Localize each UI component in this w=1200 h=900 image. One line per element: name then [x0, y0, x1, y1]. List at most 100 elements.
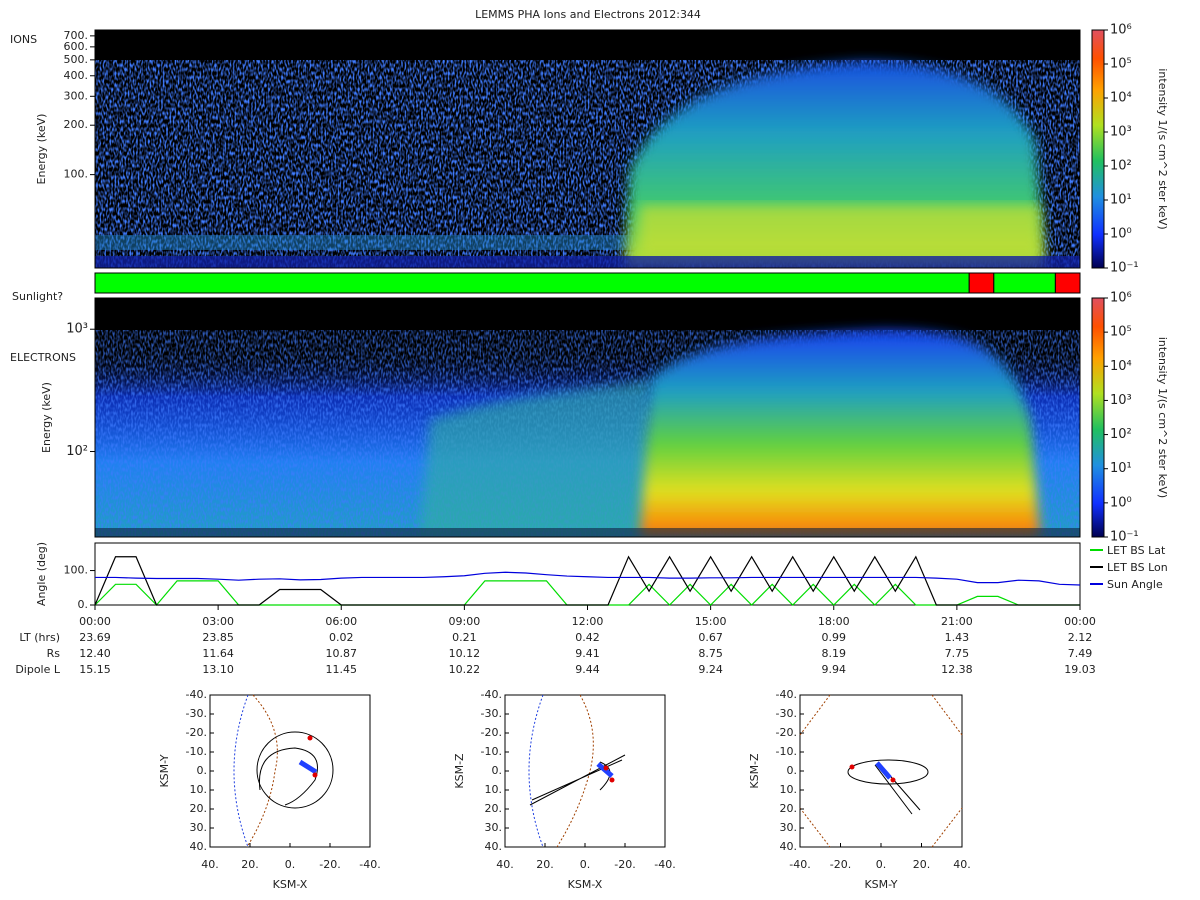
ephemeris-value: 12.38 [941, 663, 973, 676]
colorbar-tick-label: 10⁰ [1110, 227, 1132, 242]
ephemeris-value: 23.85 [202, 631, 234, 644]
y-axis-label: Energy (keV) [40, 382, 53, 453]
ephemeris-value: 11.45 [326, 663, 358, 676]
colorbar-tick-label: 10⁶ [1110, 23, 1132, 38]
ephemeris-value: 10.12 [449, 647, 481, 660]
y-tick-label: 200. [64, 118, 89, 131]
ephemeris-value: 23.69 [79, 631, 111, 644]
ephemeris-value: 0.21 [452, 631, 477, 644]
electron-spectrogram [95, 298, 1080, 537]
page-title: LEMMS PHA Ions and Electrons 2012:344 [475, 8, 701, 21]
ephemeris-value: 13.10 [202, 663, 234, 676]
ephemeris-value: 2.12 [1068, 631, 1093, 644]
y-axis-label: Angle (deg) [35, 542, 48, 606]
ion-frame [94, 29, 1081, 269]
x-tick-label: 18:00 [818, 615, 850, 628]
x-tick-label: 40. [953, 858, 971, 871]
x-axis-label: KSM-Y [864, 878, 897, 891]
y-tick-label: 20. [190, 802, 208, 815]
series-line [94, 555, 1080, 606]
y-tick-label: -40. [186, 688, 207, 701]
sunlight-segment [993, 272, 1056, 294]
x-tick-label: 0. [285, 858, 296, 871]
ephemeris-value: 9.41 [575, 647, 600, 660]
y-tick-label: 10³ [66, 322, 88, 337]
colorbar-tick-label: 10³ [1110, 125, 1132, 140]
y-axis-label: KSM-Y [158, 754, 171, 787]
y-tick-label: -10. [186, 745, 207, 758]
ephemeris-value: 0.02 [329, 631, 354, 644]
orbit-traces [209, 694, 963, 848]
y-tick-label: -20. [481, 726, 502, 739]
x-tick-label: -20. [614, 858, 635, 871]
colorbar-tick-label: 10⁵ [1110, 57, 1132, 72]
colorbar-label: intensity 1/(s cm^2 ster keV) [1156, 337, 1169, 498]
y-tick-label: -20. [776, 726, 797, 739]
y-tick-label: 30. [190, 821, 208, 834]
y-tick-label: -30. [186, 707, 207, 720]
y-tick-label: 30. [485, 821, 503, 834]
ephemeris-value: 8.75 [698, 647, 723, 660]
x-tick-label: 12:00 [572, 615, 604, 628]
y-tick-label: -40. [481, 688, 502, 701]
y-tick-label: 10. [190, 783, 208, 796]
x-tick-label: 20. [241, 858, 259, 871]
ephemeris-value: 8.19 [822, 647, 847, 660]
ephemeris-value: 9.94 [822, 663, 847, 676]
x-tick-label: 20. [913, 858, 931, 871]
x-tick-label: 21:00 [941, 615, 973, 628]
x-tick-label: 20. [536, 858, 554, 871]
series-line [94, 580, 1080, 606]
panel-label: ELECTRONS [10, 351, 76, 364]
y-axis-label: Energy (keV) [35, 114, 48, 185]
colorbar-tick-label: 10¹ [1110, 193, 1132, 208]
sunlight-segment [1054, 272, 1081, 294]
legend-label: LET BS Lat [1107, 544, 1166, 557]
y-tick-label: 20. [485, 802, 503, 815]
ephemeris-value: 12.40 [79, 647, 111, 660]
y-tick-label: 40. [190, 840, 208, 853]
x-tick-label: 40. [201, 858, 219, 871]
x-tick-label: -20. [319, 858, 340, 871]
y-tick-label: -10. [481, 745, 502, 758]
y-tick-label: 10. [780, 783, 798, 796]
x-tick-label: -20. [830, 858, 851, 871]
y-tick-label: 700. [64, 29, 89, 42]
colorbar-tick-label: 10⁴ [1110, 91, 1132, 106]
x-tick-label: 00:00 [1064, 615, 1096, 628]
ephemeris-value: 15.15 [79, 663, 111, 676]
ephemeris-label: Dipole L [15, 663, 61, 676]
colorbar-label: intensity 1/(s cm^2 ster keV) [1156, 68, 1169, 229]
colorbar-tick-label: 10⁰ [1110, 495, 1132, 510]
ion-spectrogram [95, 30, 1080, 268]
y-tick-label: -20. [186, 726, 207, 739]
colorbar [1091, 297, 1105, 538]
colorbar-tick-label: 10³ [1110, 393, 1132, 408]
colorbar-tick-label: 10⁴ [1110, 359, 1132, 374]
electron-frame [94, 297, 1081, 538]
series-line [95, 571, 1081, 586]
x-tick-label: -40. [654, 858, 675, 871]
panel-label: Sunlight? [12, 290, 63, 303]
colorbar [1091, 29, 1105, 269]
ephemeris-value: 9.44 [575, 663, 600, 676]
x-tick-label: 03:00 [202, 615, 234, 628]
colorbar-tick-label: 10⁵ [1110, 325, 1132, 340]
sunlight-segment [94, 272, 970, 294]
ephemeris-value: 10.87 [326, 647, 358, 660]
x-tick-label: 06:00 [325, 615, 357, 628]
sunlight-segment [968, 272, 995, 294]
ephemeris-value: 19.03 [1064, 663, 1096, 676]
x-tick-label: 0. [580, 858, 591, 871]
y-tick-label: 40. [485, 840, 503, 853]
y-tick-label: 20. [780, 802, 798, 815]
ephemeris-value: 1.43 [945, 631, 970, 644]
x-tick-label: 15:00 [695, 615, 727, 628]
legend-label: Sun Angle [1107, 578, 1163, 591]
ephemeris-value: 10.22 [449, 663, 481, 676]
x-tick-label: 09:00 [449, 615, 481, 628]
x-tick-label: 00:00 [79, 615, 111, 628]
colorbar-tick-label: 10⁻¹ [1110, 530, 1139, 545]
ephemeris-value: 9.24 [698, 663, 723, 676]
